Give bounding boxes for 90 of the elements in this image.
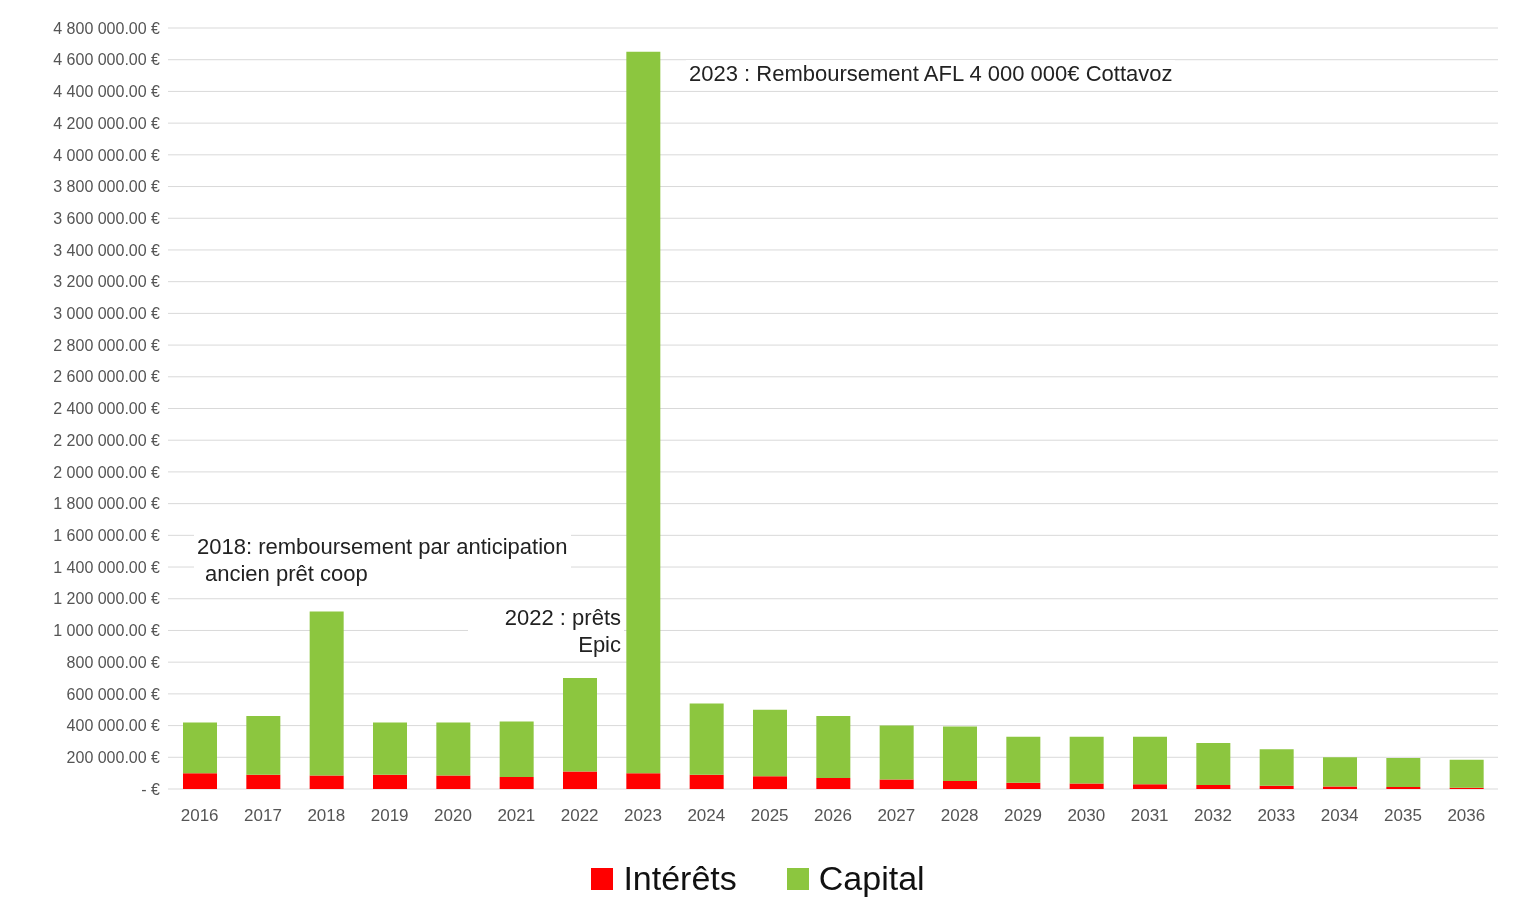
bar [1196,785,1231,789]
legend-label: Capital [817,859,925,898]
bar [1069,783,1104,789]
y-tick-label: 2 600 000.00 € [53,368,161,386]
x-tick-label: 2018 [307,806,346,826]
y-tick-label: 2 800 000.00 € [53,336,161,354]
y-tick-label: 3 200 000.00 € [53,273,161,291]
x-tick-label: 2034 [1320,806,1359,826]
y-tick-label: 2 400 000.00 € [53,400,161,418]
bar [689,703,724,775]
legend-label: Intérêts [622,859,737,898]
annotation: 2023 : Remboursement AFL 4 000 000€ Cottavoz [689,60,1173,87]
x-tick-label: 2024 [687,806,726,826]
x-tick-label: 2028 [940,806,979,826]
y-tick-label: 3 800 000.00 € [53,178,161,196]
x-tick-label: 2016 [180,806,219,826]
bar [309,775,344,789]
y-tick-label: 1 400 000.00 € [53,558,161,576]
y-tick-label: 3 600 000.00 € [53,209,161,227]
x-tick-label: 2026 [814,806,852,826]
bar [1069,736,1104,784]
x-tick-label: 2022 [560,806,599,826]
bar [753,776,787,789]
y-tick-label: 4 400 000.00 € [53,83,161,101]
x-tick-label: 2035 [1384,806,1422,826]
bar [753,709,787,777]
bar [246,716,281,775]
y-tick-label: 1 000 000.00 € [53,622,161,640]
bar [1323,757,1357,787]
y-tick-label: 2 200 000.00 € [53,431,161,449]
bar [1196,743,1231,786]
annotation: 2018: remboursement par anticipation ancien prêt coop [197,533,568,587]
bar [879,779,914,789]
y-tick-label: - € [141,780,161,798]
x-tick-label: 2036 [1447,806,1486,826]
y-tick-label: 4 600 000.00 € [53,51,161,69]
x-tick-label: 2025 [750,806,789,826]
bar [1133,736,1167,785]
bar [309,611,344,776]
annotation: 2022 : prêts Epic [471,604,621,658]
y-tick-label: 4 800 000.00 € [53,19,161,37]
bar [183,773,217,789]
bar [626,51,661,774]
bar [689,774,724,789]
bar [1449,759,1484,788]
bar [373,774,407,789]
bar [436,775,471,789]
bar [499,777,534,789]
y-tick-label: 200 000.00 € [66,748,161,766]
bar [246,774,281,789]
bar [879,725,914,780]
x-tick-label: 2021 [497,806,536,826]
bar [626,773,661,789]
bar [1259,785,1294,789]
bar [943,726,977,782]
bar [1006,736,1041,783]
bar [499,721,534,778]
x-tick-label: 2032 [1194,806,1232,826]
x-tick-label: 2027 [877,806,916,826]
y-tick-label: 3 000 000.00 € [53,305,161,323]
y-tick-label: 1 600 000.00 € [53,527,161,545]
bar [1006,782,1041,789]
y-tick-label: 4 200 000.00 € [53,114,161,132]
y-tick-label: 600 000.00 € [66,685,161,703]
y-tick-label: 1 200 000.00 € [53,590,161,608]
bar [816,777,851,789]
y-tick-label: 800 000.00 € [66,653,161,671]
bar [943,781,977,789]
x-tick-label: 2017 [244,806,282,826]
y-tick-label: 2 000 000.00 € [53,463,161,481]
x-tick-label: 2033 [1257,806,1296,826]
x-tick-label: 2019 [370,806,409,826]
bar [436,722,471,776]
bar [1133,784,1167,789]
bar [1386,758,1421,788]
y-tick-label: 1 800 000.00 € [53,495,161,513]
bar [563,771,597,789]
bar [1259,749,1294,786]
bar [183,722,217,774]
y-tick-label: 400 000.00 € [66,717,161,735]
y-tick-label: 4 000 000.00 € [53,146,161,164]
x-tick-label: 2031 [1130,806,1169,826]
x-tick-label: 2023 [624,806,662,826]
x-tick-label: 2029 [1004,806,1042,826]
y-tick-label: 3 400 000.00 € [53,241,161,259]
x-tick-label: 2030 [1067,806,1106,826]
bar [373,722,407,775]
bar [816,716,851,778]
bar [563,678,597,772]
x-tick-label: 2020 [434,806,472,826]
